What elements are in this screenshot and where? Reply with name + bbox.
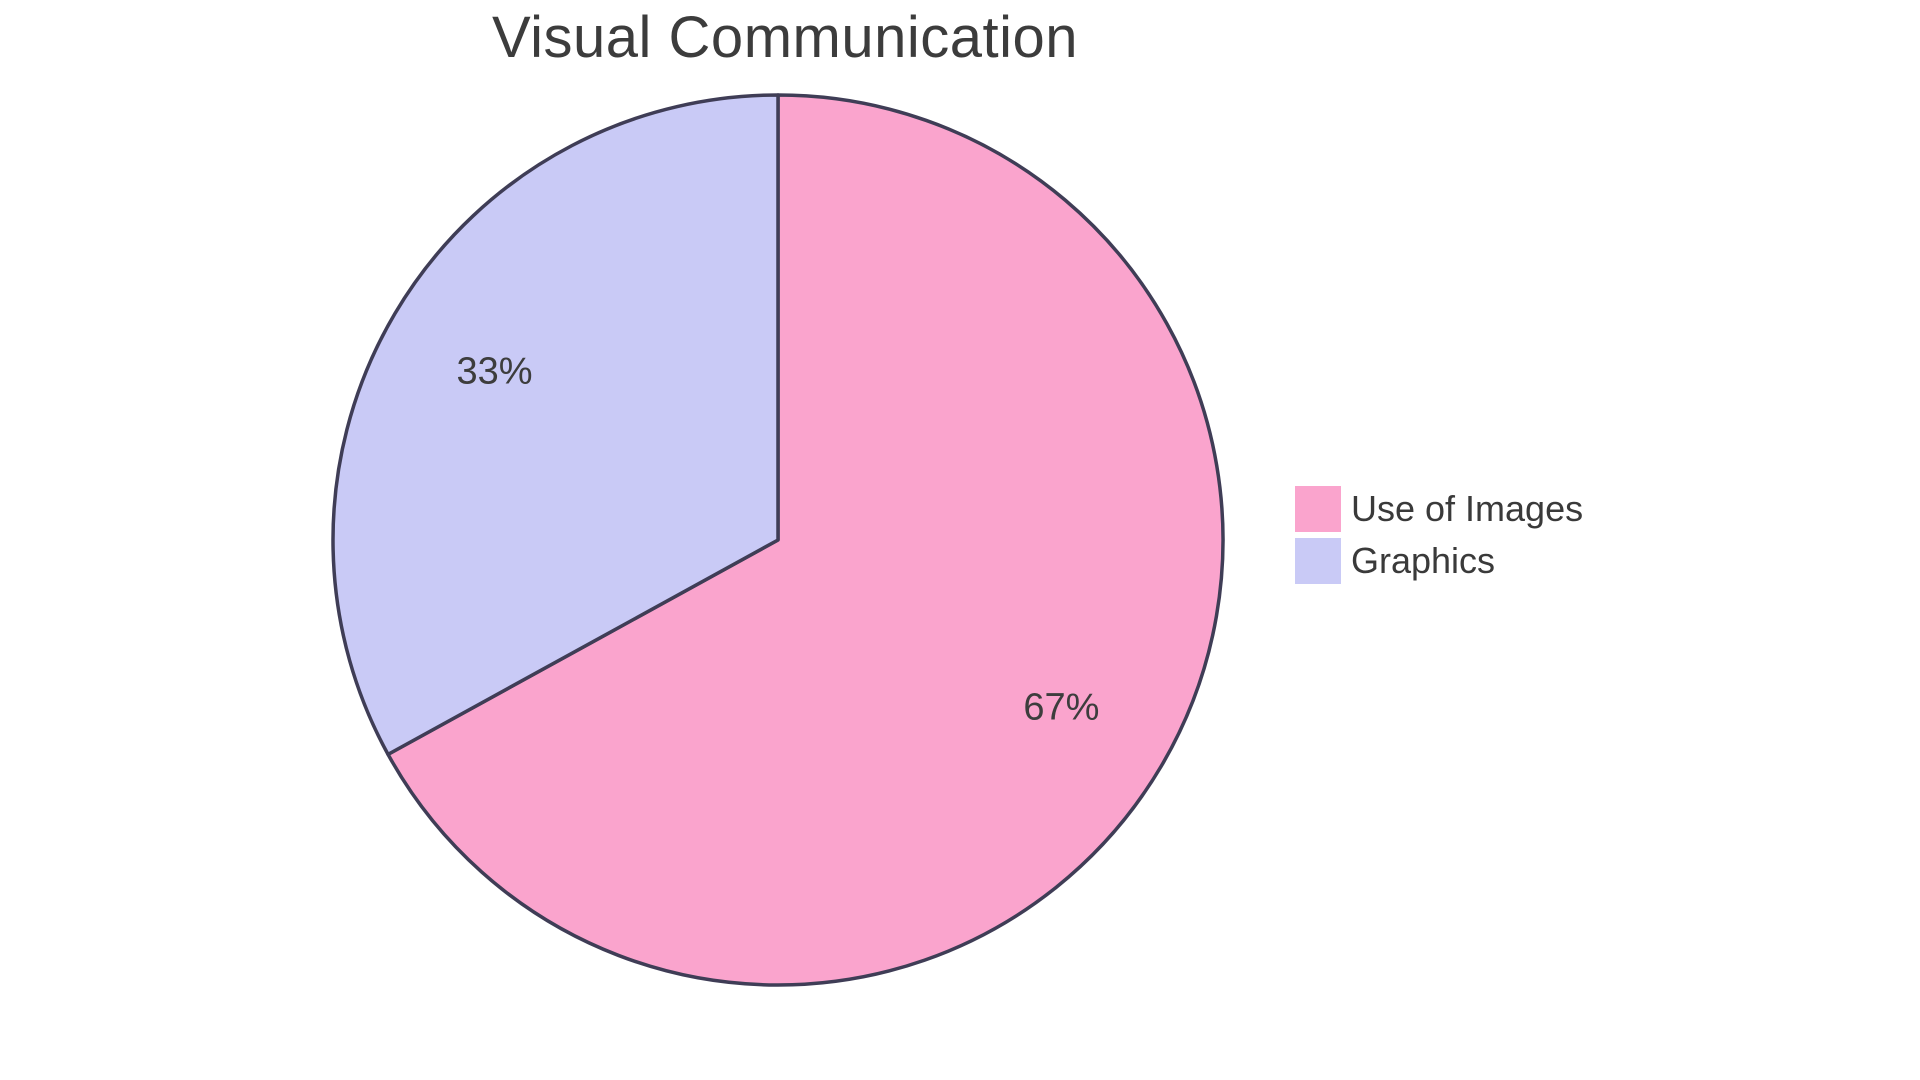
legend-item: Graphics [1295, 538, 1583, 584]
pie-percent-label-1: 33% [456, 350, 533, 393]
chart-title: Visual Communication [492, 5, 1078, 70]
legend-swatch [1295, 538, 1341, 584]
pie-percent-label-0: 67% [1023, 686, 1100, 729]
pie-slice-graphics [331, 93, 780, 757]
legend-item: Use of Images [1295, 486, 1583, 532]
legend-label: Graphics [1351, 540, 1496, 581]
legend-label: Use of Images [1351, 488, 1584, 529]
legend-swatch [1295, 486, 1341, 532]
pie-slice-use-of-images [386, 93, 1225, 987]
legend: Use of Images Graphics [1295, 486, 1583, 590]
